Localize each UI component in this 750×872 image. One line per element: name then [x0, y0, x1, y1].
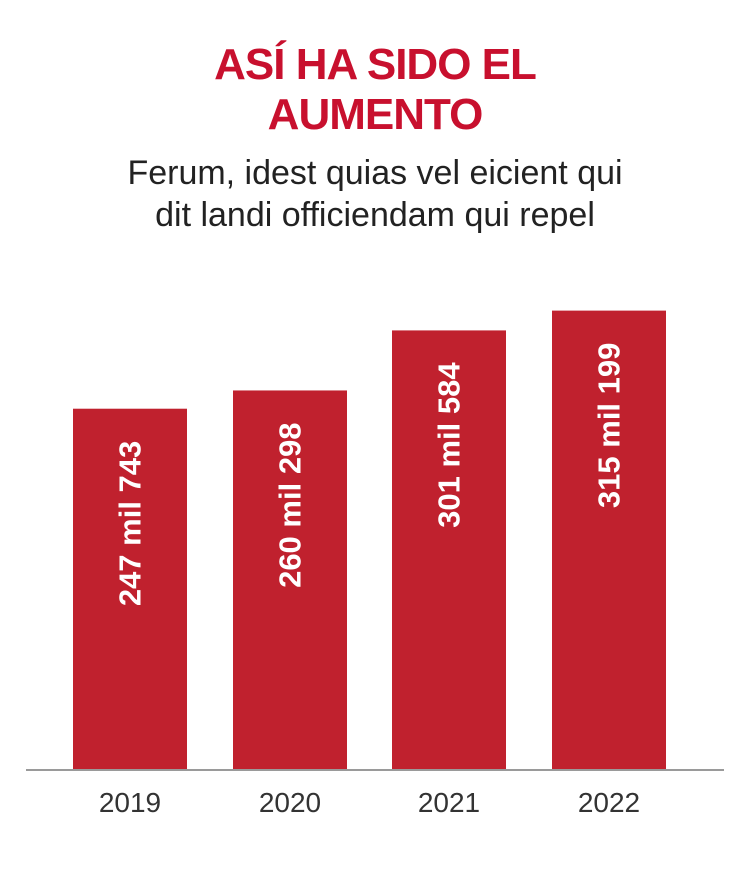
chart-title-line-1: ASÍ HA SIDO EL [214, 40, 537, 89]
bar-value-label-2020: 260 mil 298 [273, 422, 308, 587]
chart-title: ASÍ HA SIDO EL AUMENTO [0, 40, 750, 140]
x-tick-label-2019: 2019 [99, 787, 161, 818]
bar-value-label-2019: 247 mil 743 [113, 441, 148, 606]
bar-2021 [392, 330, 506, 769]
chart-subtitle-line-2: dit landi officiendam qui repel [155, 196, 595, 234]
bar-2020 [233, 390, 347, 769]
chart-subtitle: Ferum, idest quias vel eicient qui dit l… [0, 152, 750, 236]
bar-value-label-2021: 301 mil 584 [432, 362, 467, 528]
bar-2022 [552, 310, 666, 769]
x-tick-label-2022: 2022 [578, 787, 640, 818]
bar-value-label-2022: 315 mil 199 [592, 343, 627, 508]
chart-title-line-2: AUMENTO [267, 90, 484, 139]
x-tick-label-2021: 2021 [418, 787, 480, 818]
bar-2019 [73, 408, 187, 769]
chart-subtitle-line-1: Ferum, idest quias vel eicient qui [127, 154, 623, 192]
x-tick-label-2020: 2020 [259, 787, 321, 818]
